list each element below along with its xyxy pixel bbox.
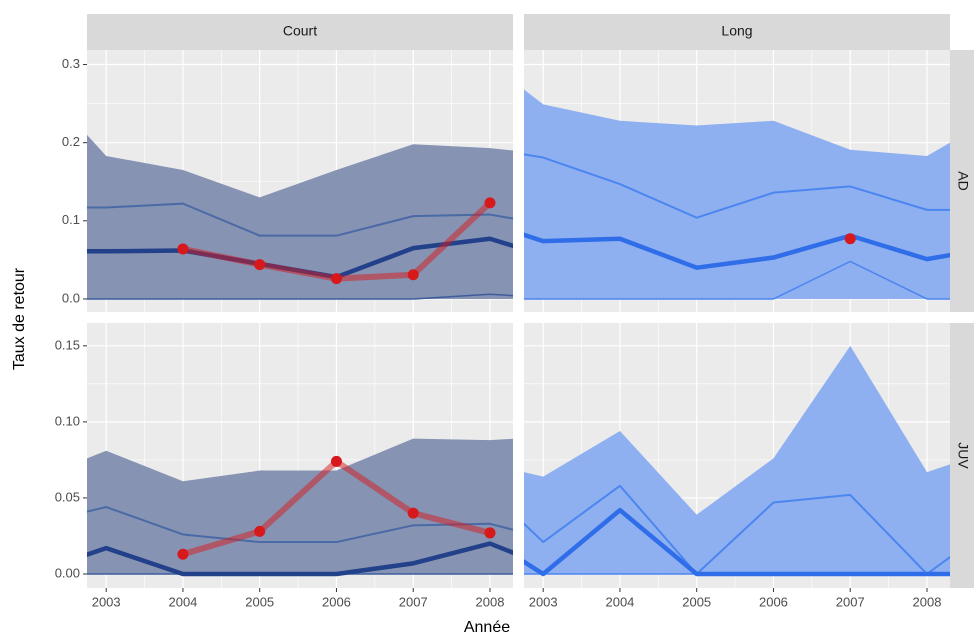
y-tick-label: 0.1 (62, 212, 80, 227)
panel (524, 50, 950, 312)
observed-point (484, 527, 496, 539)
strip-label: AD (955, 171, 971, 190)
ribbon (87, 438, 513, 575)
lower-line (87, 293, 513, 300)
strip (950, 50, 974, 312)
strip (950, 323, 974, 588)
x-tick-label: 2004 (605, 594, 634, 609)
x-tick-label: 2006 (322, 594, 351, 609)
x-tick-label: 2003 (529, 594, 558, 609)
median-line (87, 541, 513, 577)
observed-point (407, 507, 419, 519)
y-tick-label: 0.3 (62, 56, 80, 71)
x-tick-label: 2004 (168, 594, 197, 609)
y-tick-label: 0.10 (55, 413, 80, 428)
median-line (524, 507, 950, 577)
y-axis-label: Taux de retour (11, 267, 28, 370)
y-tick-label: 0.00 (55, 565, 80, 580)
panel (524, 323, 950, 588)
y-tick-label: 0.2 (62, 134, 80, 149)
x-tick-label: 2008 (476, 594, 505, 609)
panel (87, 50, 513, 312)
strip-label: JUV (955, 442, 971, 469)
upper-line (524, 153, 950, 219)
observed-point (177, 243, 189, 255)
observed-point (330, 455, 342, 467)
panel (87, 323, 513, 588)
x-tick-label: 2007 (836, 594, 865, 609)
strip (524, 14, 950, 50)
strip-label: Court (283, 23, 317, 39)
observed-point (254, 525, 266, 537)
observed-point (254, 259, 266, 271)
x-tick-label: 2003 (92, 594, 121, 609)
x-tick-label: 2006 (759, 594, 788, 609)
observed-point (330, 273, 342, 285)
x-tick-label: 2005 (245, 594, 274, 609)
ribbon (87, 134, 513, 299)
observed-point (407, 269, 419, 281)
strip (87, 14, 513, 50)
x-tick-label: 2008 (913, 594, 942, 609)
strip-label: Long (721, 23, 752, 39)
y-tick-label: 0.0 (62, 290, 80, 305)
y-tick-label: 0.15 (55, 337, 80, 352)
median-line (524, 232, 950, 270)
x-axis-label: Année (464, 619, 510, 636)
observed-point (177, 548, 189, 560)
observed-point (844, 233, 856, 245)
x-tick-label: 2007 (399, 594, 428, 609)
observed-point (484, 197, 496, 209)
ribbon (524, 89, 950, 299)
upper-line (87, 506, 513, 544)
x-tick-label: 2005 (682, 594, 711, 609)
upper-line (524, 484, 950, 576)
y-tick-label: 0.05 (55, 489, 80, 504)
lower-line (524, 260, 950, 300)
